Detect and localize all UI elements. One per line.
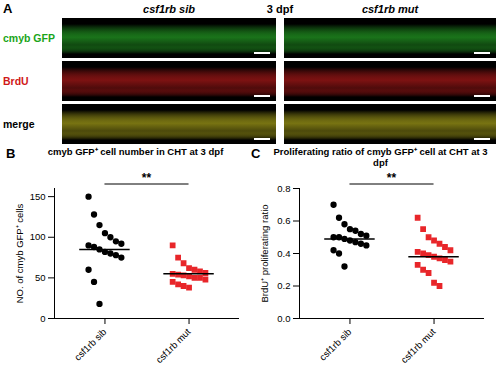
svg-text:csf1rb sib: csf1rb sib — [143, 3, 195, 15]
svg-text:merge: merge — [3, 118, 35, 130]
html-text:Proliferating ratio of cmyb GF: Proliferating ratio of cmyb GFP⁺ cell at… — [273, 146, 488, 168]
svg-text:BrdU: BrdU — [3, 75, 29, 87]
svg-text:**: ** — [387, 171, 397, 185]
svg-text:0.2: 0.2 — [277, 280, 290, 291]
html-text:cmyb GFP⁺ cell number in CHT a: cmyb GFP⁺ cell number in CHT at 3 dpf — [47, 146, 224, 157]
svg-text:0.4: 0.4 — [277, 248, 290, 259]
svg-text:csf1rb mut: csf1rb mut — [153, 326, 192, 365]
svg-text:BrdU⁺ proliferating ratio: BrdU⁺ proliferating ratio — [259, 204, 270, 302]
svg-text:csf1rb sib: csf1rb sib — [72, 326, 109, 363]
svg-text:cmyb GFP: cmyb GFP — [3, 32, 55, 44]
svg-text:0.6: 0.6 — [277, 215, 290, 226]
html-text:B: B — [6, 146, 16, 161]
svg-text:csf1rb mut: csf1rb mut — [362, 3, 420, 15]
svg-text:0.8: 0.8 — [277, 183, 290, 194]
html-text:C: C — [251, 146, 261, 161]
svg-text:**: ** — [142, 171, 152, 185]
svg-text:50: 50 — [35, 272, 46, 283]
svg-text:0: 0 — [40, 313, 45, 324]
svg-text:csf1rb sib: csf1rb sib — [317, 326, 354, 363]
svg-text:3 dpf: 3 dpf — [267, 3, 294, 15]
svg-text:csf1rb mut: csf1rb mut — [398, 326, 437, 365]
svg-text:100: 100 — [30, 231, 46, 242]
svg-text:NO. of cmyb GFP⁺ cells: NO. of cmyb GFP⁺ cells — [14, 203, 25, 303]
svg-text:150: 150 — [30, 191, 46, 202]
svg-text:A: A — [3, 1, 13, 16]
svg-text:0.0: 0.0 — [277, 313, 290, 324]
